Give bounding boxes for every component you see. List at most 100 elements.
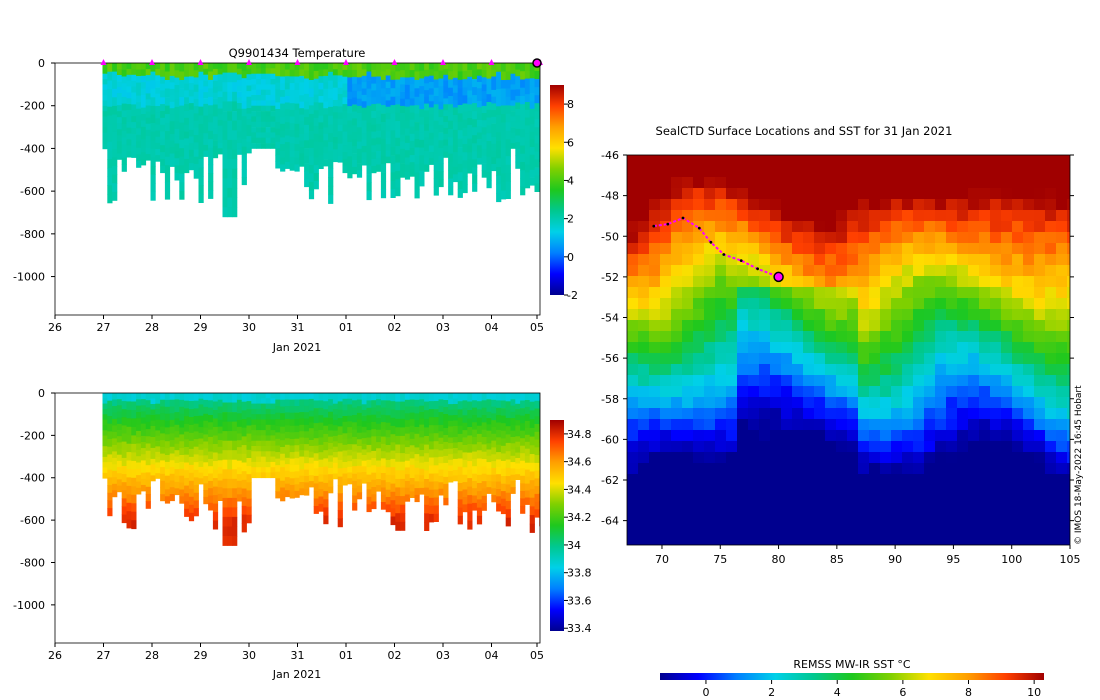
section-cell [188, 504, 195, 514]
section-cell [193, 500, 199, 509]
section-cell [448, 459, 454, 466]
section-cell [212, 503, 219, 513]
sst-cell [759, 210, 771, 222]
section-cell [313, 94, 319, 103]
section-cell [481, 407, 487, 416]
section-cell [222, 207, 228, 218]
sst-cell [902, 485, 914, 497]
sst-cell [660, 496, 672, 508]
section-cell [203, 420, 209, 428]
sst-cell [1067, 397, 1070, 409]
sst-cell [968, 496, 980, 508]
section-cell [520, 453, 526, 462]
sst-cell [737, 452, 749, 464]
section-cell [246, 113, 252, 120]
sst-cell [660, 507, 672, 519]
section-cell [241, 161, 247, 170]
section-cell [524, 497, 531, 505]
section-cell [424, 470, 430, 480]
sst-cell [1034, 166, 1046, 178]
section-cell [116, 69, 123, 76]
section-cell [529, 506, 535, 516]
section-cell [227, 421, 233, 432]
section-cell [145, 486, 151, 495]
sst-cell [847, 419, 859, 431]
section-cell [332, 419, 339, 426]
sst-cell [847, 232, 859, 244]
section-cell [337, 476, 343, 486]
section-cell [131, 520, 137, 530]
section-cell [419, 155, 425, 164]
section-cell [280, 164, 286, 172]
section-cell [299, 134, 305, 141]
section-cell [524, 476, 531, 484]
section-cell [366, 496, 372, 505]
sst-cell [902, 364, 914, 376]
section-cell [193, 135, 199, 143]
section-cell [390, 147, 396, 156]
sst-cell [660, 320, 672, 332]
sst-cell [803, 419, 815, 431]
section-cell [356, 479, 363, 487]
sst-cell [803, 177, 815, 189]
section-cell [352, 146, 358, 154]
section-cell [481, 141, 487, 150]
section-cell [433, 145, 439, 155]
sst-cell [759, 353, 771, 365]
section-cell [323, 95, 329, 102]
sst-cell [902, 309, 914, 321]
section-cell [184, 439, 190, 448]
sst-cell [957, 485, 969, 497]
section-cell [395, 470, 401, 480]
section-cell [164, 427, 171, 435]
sst-cell [770, 386, 782, 398]
section-cell [409, 412, 415, 420]
section-cell [136, 393, 142, 400]
sst-cell [1067, 441, 1070, 453]
section-cell [534, 424, 540, 433]
sst-cell [737, 463, 749, 475]
section-cell [260, 430, 267, 436]
section-cell [203, 427, 209, 435]
section-cell [376, 454, 382, 461]
section-cell [232, 497, 238, 508]
sst-cell [737, 408, 749, 420]
section-cell [505, 105, 511, 115]
section-cell [227, 72, 233, 83]
section-cell [275, 438, 281, 446]
section-cell [116, 473, 123, 480]
section-cell [347, 106, 353, 114]
sst-cell [682, 419, 694, 431]
section-cell [217, 413, 223, 421]
sst-cell [935, 364, 947, 376]
section-cell [299, 475, 305, 483]
section-cell [260, 472, 267, 479]
sst-cell [825, 342, 837, 354]
sst-cell [737, 430, 749, 442]
sst-cell [671, 232, 683, 244]
sst-cell [836, 507, 848, 519]
section-cell [496, 158, 502, 168]
section-cell [131, 139, 137, 147]
section-cell [534, 175, 540, 184]
sst-cell [825, 397, 837, 409]
section-cell [112, 88, 118, 98]
section-cell [102, 111, 108, 117]
sst-cell [946, 386, 958, 398]
section-cell [505, 156, 511, 166]
sst-cell [924, 430, 936, 442]
section-cell [452, 122, 459, 131]
section-cell [136, 108, 142, 116]
section-cell [280, 393, 286, 401]
section-cell [520, 423, 526, 431]
section-cell [323, 507, 329, 516]
section-cell [491, 393, 497, 401]
sst-cell [759, 221, 771, 233]
colorbar-tick-label: 33.4 [567, 622, 592, 635]
sst-cell [660, 177, 672, 189]
y-tick-label: -400 [20, 472, 45, 485]
sst-cell [979, 397, 991, 409]
section-cell [419, 487, 425, 495]
section-cell [112, 399, 118, 407]
sst-cell [737, 298, 749, 310]
